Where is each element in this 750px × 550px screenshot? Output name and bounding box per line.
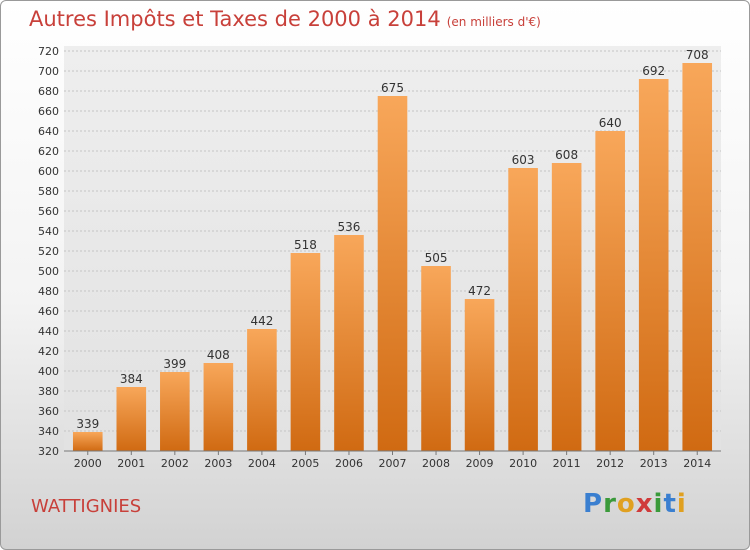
y-tick-label: 400 <box>38 365 59 378</box>
chart-title-unit: (en milliers d'€) <box>446 15 541 29</box>
y-tick-label: 700 <box>38 65 59 78</box>
bar <box>160 372 190 451</box>
bar <box>116 387 147 451</box>
bar <box>551 163 582 451</box>
y-tick-label: 580 <box>38 185 59 198</box>
bar <box>508 168 538 451</box>
y-tick-label: 600 <box>38 165 59 178</box>
chart-title-main: Autres Impôts et Taxes de 2000 à 2014 <box>29 7 441 31</box>
x-tick-label: 2005 <box>291 457 319 470</box>
x-tick-label: 2007 <box>379 457 407 470</box>
y-tick-label: 380 <box>38 385 59 398</box>
bar-value-label: 408 <box>207 348 230 362</box>
bar <box>377 96 408 451</box>
y-tick-label: 620 <box>38 145 59 158</box>
bar-value-label: 640 <box>599 116 622 130</box>
x-tick-label: 2006 <box>335 457 363 470</box>
bar-value-label: 675 <box>381 81 404 95</box>
bar-value-label: 518 <box>294 238 317 252</box>
bar <box>334 235 364 451</box>
bar <box>638 79 669 451</box>
x-tick-label: 2014 <box>683 457 711 470</box>
logo-letter: x <box>635 489 654 519</box>
x-tick-label: 2012 <box>596 457 624 470</box>
y-tick-label: 440 <box>38 325 59 338</box>
logo-letter: P <box>583 489 604 519</box>
x-tick-label: 2013 <box>640 457 668 470</box>
x-tick-label: 2001 <box>117 457 145 470</box>
location-name: WATTIGNIES <box>31 496 142 517</box>
bar-value-label: 442 <box>250 314 273 328</box>
y-tick-label: 500 <box>38 265 59 278</box>
x-tick-label: 2008 <box>422 457 450 470</box>
bar-value-label: 708 <box>686 48 709 62</box>
x-tick-label: 2004 <box>248 457 276 470</box>
x-tick-label: 2000 <box>74 457 102 470</box>
bars: 339 384 399 408 442 518 536 675 505 472 603 608 640 6… <box>72 48 713 451</box>
bar-value-label: 472 <box>468 284 491 298</box>
y-tick-label: 560 <box>38 205 59 218</box>
y-tick-label: 360 <box>38 405 59 418</box>
y-tick-label: 340 <box>38 425 59 438</box>
logo-letter: r <box>603 489 617 519</box>
x-tick-label: 2011 <box>553 457 581 470</box>
bar-value-label: 505 <box>425 251 448 265</box>
x-tick-label: 2002 <box>161 457 189 470</box>
logo-letter: t <box>663 489 677 519</box>
y-tick-label: 420 <box>38 345 59 358</box>
bar-value-label: 339 <box>76 417 99 431</box>
y-tick-label: 320 <box>38 445 59 458</box>
logo-letter: o <box>616 489 636 519</box>
y-tick-label: 720 <box>38 45 59 58</box>
x-tick-label: 2009 <box>466 457 494 470</box>
bar <box>464 299 495 451</box>
bar <box>421 266 451 451</box>
y-axis-ticks: 320 340 360 380 400 420 440 460 480 500 520 540 560 5… <box>38 45 59 458</box>
logo-letter: i <box>676 489 687 519</box>
logo-letter: i <box>653 489 664 519</box>
proxiti-logo: Proxiti <box>583 489 687 519</box>
x-tick-label: 2010 <box>509 457 537 470</box>
bar-value-label: 399 <box>163 357 186 371</box>
bar <box>682 63 713 451</box>
bar-value-label: 384 <box>120 372 143 386</box>
bar <box>247 329 277 451</box>
chart-title: Autres Impôts et Taxes de 2000 à 2014 (en… <box>29 7 541 31</box>
bar <box>595 131 625 451</box>
y-tick-label: 480 <box>38 285 59 298</box>
y-tick-label: 540 <box>38 225 59 238</box>
bar <box>203 363 234 451</box>
bar <box>72 432 103 451</box>
x-tick-label: 2003 <box>204 457 232 470</box>
y-tick-label: 460 <box>38 305 59 318</box>
y-tick-label: 520 <box>38 245 59 258</box>
bar-value-label: 536 <box>338 220 361 234</box>
bar <box>290 253 321 451</box>
bar-value-label: 692 <box>642 64 665 78</box>
y-tick-label: 640 <box>38 125 59 138</box>
y-tick-label: 680 <box>38 85 59 98</box>
y-tick-label: 660 <box>38 105 59 118</box>
bar-value-label: 603 <box>512 153 535 167</box>
bar-value-label: 608 <box>555 148 578 162</box>
x-axis-ticks: 2000 2001 2002 2003 2004 2005 2006 2007 2008 2009… <box>74 451 711 470</box>
